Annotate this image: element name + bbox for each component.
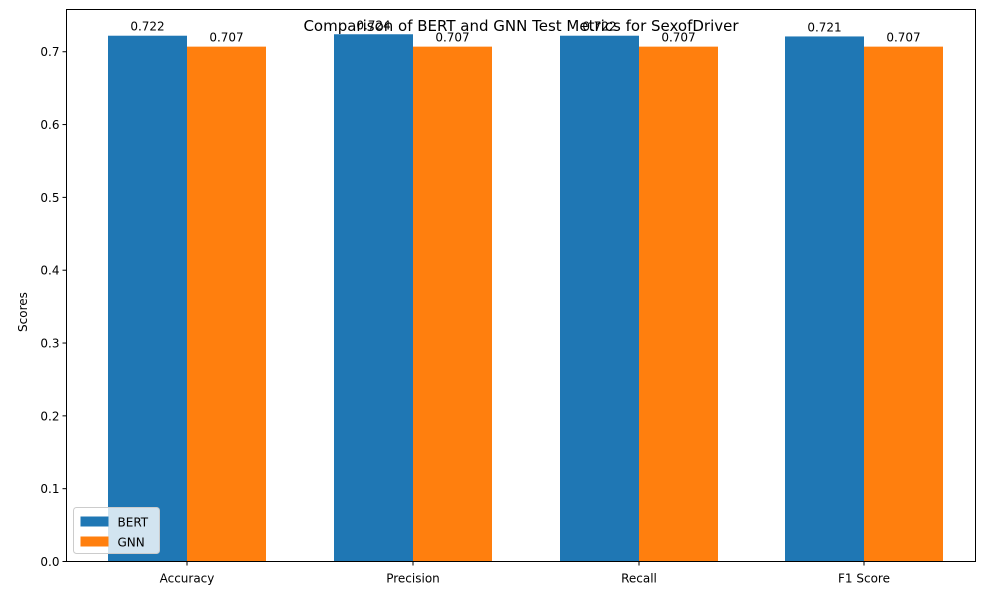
legend-swatch-gnn (80, 536, 109, 547)
y-axis-label: Scores (16, 292, 30, 332)
legend: BERT GNN (73, 507, 160, 554)
y-tick-label: 0.5 (40, 191, 59, 205)
bar-value-label: 0.707 (661, 31, 695, 45)
y-tick-label: 0.6 (40, 118, 59, 132)
legend-label-gnn: GNN (118, 536, 145, 550)
bar-value-labels: 0.722 0.707 0.724 0.707 0.722 0.707 0.721 0.707 (130, 18, 920, 44)
bar-gnn-accuracy (187, 46, 266, 562)
y-tick-label: 0.0 (40, 555, 59, 569)
x-tick-label: Precision (386, 572, 440, 586)
chart-title: Comparison of BERT and GNN Test Metrics … (303, 17, 739, 35)
y-tick-label: 0.3 (40, 337, 59, 351)
plot-frame (66, 9, 976, 562)
bar-gnn-precision (413, 46, 492, 562)
x-tick-label: F1 Score (838, 572, 890, 586)
bar-gnn-f1-score (864, 46, 943, 562)
legend-box (73, 507, 160, 554)
bars (108, 34, 943, 562)
bar-gnn-recall (639, 46, 718, 562)
y-tick-label: 0.7 (40, 45, 59, 59)
bar-value-label: 0.722 (130, 20, 164, 34)
bar-value-label: 0.707 (886, 31, 920, 45)
x-tick-label: Accuracy (160, 572, 215, 586)
bar-bert-precision (334, 34, 413, 562)
bar-value-label: 0.722 (582, 20, 616, 34)
bar-bert-f1-score (785, 36, 864, 562)
y-tick-label: 0.4 (40, 264, 59, 278)
bar-value-label: 0.721 (807, 20, 841, 34)
bar-value-label: 0.707 (435, 31, 469, 45)
axis-ticks: 0.0 0.1 0.2 0.3 0.4 0.5 0.6 0.7 Accuracy Precisio… (40, 45, 890, 585)
y-tick-label: 0.2 (40, 409, 59, 423)
bar-value-label: 0.707 (209, 31, 243, 45)
bar-value-label: 0.724 (356, 18, 390, 32)
legend-label-bert: BERT (118, 516, 149, 530)
bar-bert-accuracy (108, 35, 187, 562)
x-tick-label: Recall (621, 572, 657, 586)
y-tick-label: 0.1 (40, 482, 59, 496)
bar-bert-recall (560, 35, 639, 562)
legend-swatch-bert (80, 516, 109, 527)
